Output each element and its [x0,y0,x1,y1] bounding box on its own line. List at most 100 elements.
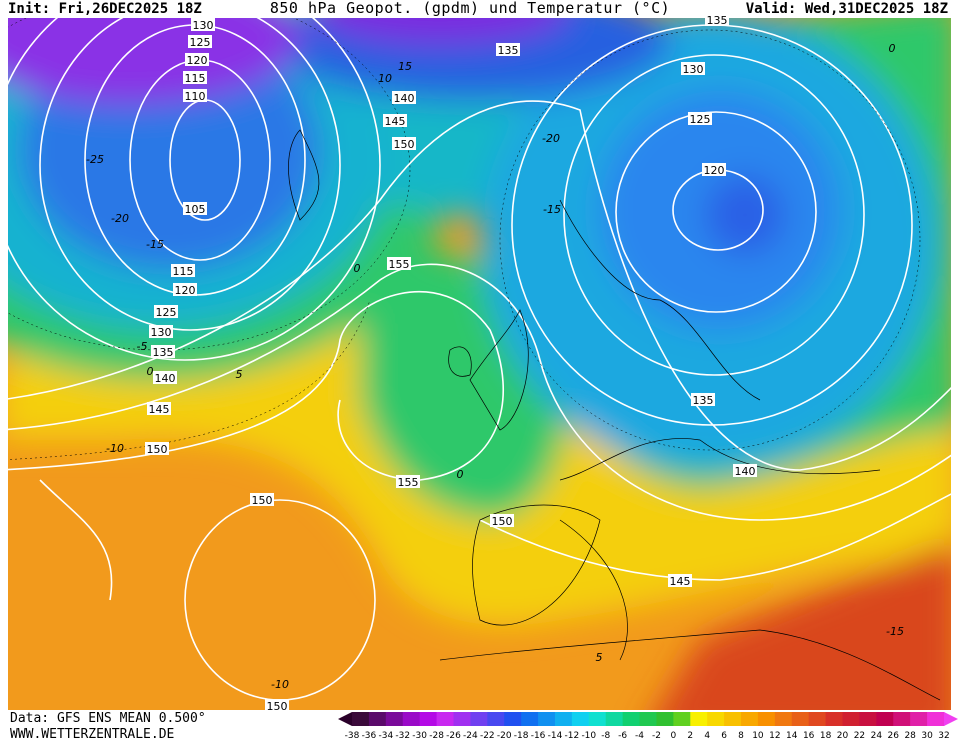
colorbar-arrow-left [338,712,352,726]
contour-label-box [173,283,197,296]
geopotential-label: 125 [156,306,177,319]
temperature-label: -10 [271,678,289,691]
geopotential-label: 155 [389,258,410,271]
contour-label-box [392,137,416,150]
colorbar-swatch [859,712,877,726]
colorbar-label: 30 [921,731,933,741]
contour-label-box [681,62,705,75]
temperature-label: 10 [378,72,392,85]
colorbar-swatch [419,712,438,726]
geopotential-label: 150 [267,700,288,713]
colorbar-label: 32 [938,731,949,741]
geopotential-label: 155 [398,476,419,489]
colorbar-swatch [487,712,505,726]
website: WWW.WETTERZENTRALE.DE [10,727,174,741]
colorbar-swatch [808,712,827,726]
colorbar-label: -16 [531,731,546,741]
temperature-label: 0 [354,262,361,275]
geopotential-label: 135 [693,394,714,407]
colorbar-swatch [588,712,607,726]
colorbar-label: -28 [429,731,444,741]
temperature-label: -15 [543,203,561,216]
colorbar-label: -18 [514,731,529,741]
geopotential-label: 135 [153,346,174,359]
geopotential-label: 135 [498,44,519,57]
map-title: 850 hPa Geopot. (gpdm) und Temperatur (°… [270,0,670,17]
contour-label-box [147,402,171,415]
colorbar-swatch [673,712,691,726]
geopotential-label: 125 [190,36,211,49]
geopotential-label: 120 [175,284,196,297]
geopotential-label: 130 [683,63,704,76]
colorbar-swatch [554,712,573,726]
temperature-label: 0 [457,468,464,481]
colorbar-label: 28 [904,731,916,741]
colorbar-label: -22 [480,731,495,741]
contour-label-box [265,699,289,712]
contour-label-box [183,71,207,84]
geopotential-label: 120 [704,164,725,177]
colorbar-label: 2 [687,731,693,741]
colorbar-swatch [656,712,674,726]
contour-label-box [183,89,207,102]
geopotential-label: 130 [151,326,172,339]
colorbar-label: -20 [497,731,512,741]
geopotential-label: 115 [185,72,206,85]
colorbar-label: 8 [738,731,744,741]
geopotential-label: 140 [394,92,415,105]
contour-label-box [188,35,212,48]
temperature-label: 0 [889,42,896,55]
colorbar-label: -14 [548,731,563,741]
contour-labels: 1301251201151101051151201251301351401451… [86,13,904,713]
temperature-label: 15 [398,60,412,73]
colorbar-swatch [893,712,911,726]
colorbar-label: 10 [752,731,764,741]
colorbar-label: 20 [837,731,849,741]
contour-label-box [183,202,207,215]
data-source: Data: GFS ENS MEAN 0.500° [10,711,206,726]
geopotential-label: 150 [147,443,168,456]
geopotential-label: 150 [492,515,513,528]
colorbar-swatch [842,712,860,726]
contour-label-box [688,112,712,125]
contour-label-box [191,18,215,31]
temperature-label: 5 [236,368,243,381]
colorbar-swatch [825,712,844,726]
geopotential-label: 145 [670,575,691,588]
colorbar-label: -2 [652,731,661,741]
temperature-label: -5 [137,340,148,353]
colorbar-label: -38 [345,731,360,741]
colorbar-swatch [521,712,539,726]
contour-label-box [691,393,715,406]
coastlines [288,129,941,701]
colorbar-swatch [352,712,370,726]
contour-label-box [250,493,274,506]
contour-label-box [153,371,177,384]
contour-label-box [383,114,407,127]
contour-label-box [496,43,520,56]
geopotential-label: 110 [185,90,206,103]
temperature-label: -15 [886,625,904,638]
colorbar-label: -4 [635,731,644,741]
temperature-label: -25 [86,153,104,166]
colorbar-label: -12 [565,731,580,741]
temperature-label: -20 [542,132,560,145]
colorbar-label: 4 [704,731,710,741]
colorbar-label: 14 [786,731,798,741]
colorbar-label: 18 [820,731,832,741]
geopotential-label: 140 [155,372,176,385]
contour-label-box [185,53,209,66]
temperature-label: -15 [146,238,164,251]
geopotential-label: 150 [252,494,273,507]
colorbar-label: 16 [803,731,815,741]
colorbar-label: 24 [871,731,883,741]
geopotential-label: 150 [394,138,415,151]
contour-label-box [705,13,729,26]
colorbar-swatch [741,712,759,726]
contour-label-box [392,91,416,104]
colorbar-swatch [605,712,624,726]
colorbar: -38 -36 -34 -32 -30 -28 -26 -24 -22 -20 -18 -16 -14-… [338,712,958,741]
